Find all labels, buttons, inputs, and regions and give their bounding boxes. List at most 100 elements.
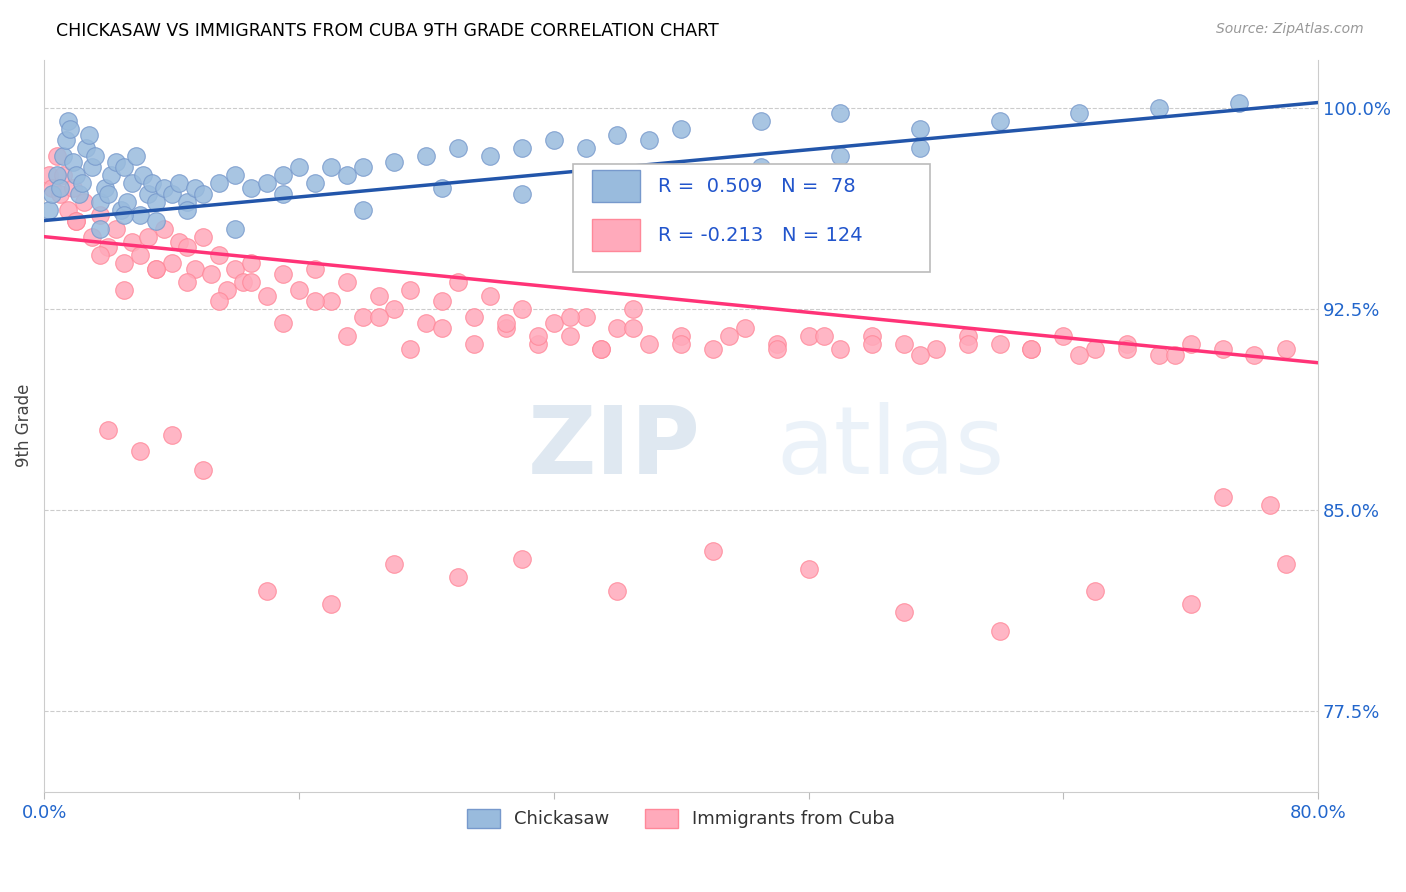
Point	[256, 288, 278, 302]
Point	[621, 302, 644, 317]
FancyBboxPatch shape	[572, 163, 929, 272]
Point	[319, 293, 342, 308]
Point	[160, 186, 183, 201]
Point	[145, 261, 167, 276]
Point	[1212, 490, 1234, 504]
Point	[1147, 348, 1170, 362]
Point	[89, 208, 111, 222]
Point	[184, 181, 207, 195]
Point	[352, 310, 374, 325]
Point	[128, 208, 150, 222]
Point	[479, 149, 502, 163]
Point	[319, 160, 342, 174]
Point	[73, 194, 96, 209]
Point	[574, 310, 596, 325]
Point	[58, 122, 80, 136]
Point	[1275, 343, 1298, 357]
Point	[112, 283, 135, 297]
Point	[41, 181, 63, 195]
Point	[510, 302, 533, 317]
Point	[217, 283, 239, 297]
Point	[749, 160, 772, 174]
Point	[112, 160, 135, 174]
Point	[463, 310, 485, 325]
Point	[432, 293, 454, 308]
Point	[271, 186, 294, 201]
Point	[797, 329, 820, 343]
Point	[1069, 106, 1091, 120]
Point	[176, 202, 198, 217]
Point	[1243, 348, 1265, 362]
Point	[988, 624, 1011, 638]
Point	[447, 141, 470, 155]
Y-axis label: 9th Grade: 9th Grade	[15, 384, 32, 467]
Point	[1116, 337, 1139, 351]
Point	[97, 240, 120, 254]
Point	[288, 283, 311, 297]
Point	[89, 248, 111, 262]
Point	[432, 181, 454, 195]
Point	[145, 194, 167, 209]
Point	[558, 310, 581, 325]
Point	[160, 428, 183, 442]
Point	[256, 583, 278, 598]
Point	[193, 186, 215, 201]
Point	[72, 176, 94, 190]
Point	[1227, 95, 1250, 110]
Text: Source: ZipAtlas.com: Source: ZipAtlas.com	[1216, 22, 1364, 37]
Point	[367, 288, 389, 302]
Point	[112, 256, 135, 270]
Point	[527, 329, 550, 343]
Point	[1164, 348, 1187, 362]
Point	[415, 149, 437, 163]
Point	[62, 154, 84, 169]
Point	[336, 329, 359, 343]
Point	[65, 213, 87, 227]
Point	[908, 141, 931, 155]
Point	[399, 343, 422, 357]
Text: ZIP: ZIP	[529, 401, 702, 494]
Point	[558, 329, 581, 343]
Legend: Chickasaw, Immigrants from Cuba: Chickasaw, Immigrants from Cuba	[460, 802, 903, 836]
Point	[45, 149, 67, 163]
Point	[49, 181, 72, 195]
Point	[925, 343, 948, 357]
Point	[734, 321, 756, 335]
Point	[176, 275, 198, 289]
Point	[638, 133, 661, 147]
Point	[256, 176, 278, 190]
Point	[75, 141, 97, 155]
Point	[125, 149, 148, 163]
Point	[104, 154, 127, 169]
Point	[89, 221, 111, 235]
Point	[62, 181, 84, 195]
Point	[1260, 498, 1282, 512]
Point	[56, 114, 79, 128]
Point	[510, 551, 533, 566]
Point	[543, 133, 565, 147]
Point	[352, 202, 374, 217]
Point	[38, 168, 60, 182]
Point	[100, 168, 122, 182]
Point	[638, 337, 661, 351]
Point	[384, 557, 406, 571]
Point	[80, 229, 103, 244]
Point	[304, 176, 326, 190]
Point	[510, 141, 533, 155]
Point	[495, 321, 517, 335]
Point	[128, 248, 150, 262]
Point	[232, 275, 254, 289]
Point	[447, 275, 470, 289]
Point	[1180, 597, 1202, 611]
Point	[1212, 343, 1234, 357]
Point	[52, 168, 75, 182]
Point	[606, 321, 628, 335]
Point	[240, 256, 263, 270]
Point	[956, 337, 979, 351]
Point	[304, 293, 326, 308]
Point	[319, 597, 342, 611]
Point	[1021, 343, 1043, 357]
Point	[52, 149, 75, 163]
Point	[765, 337, 787, 351]
Point	[80, 160, 103, 174]
